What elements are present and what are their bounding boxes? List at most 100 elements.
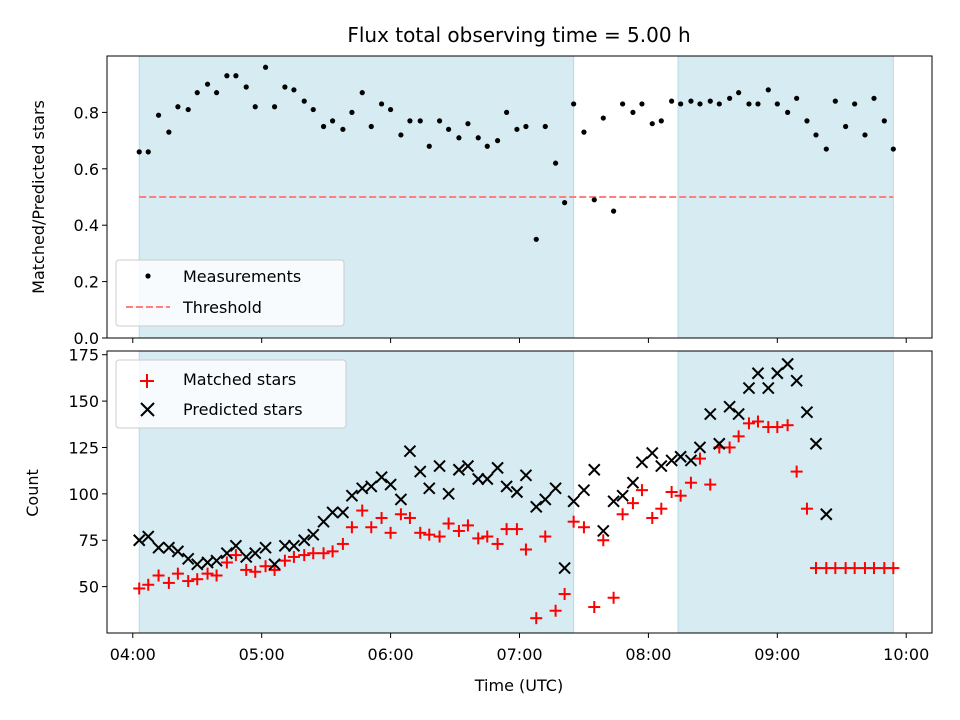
predicted-star-point (732, 407, 745, 421)
predicted-star-point (762, 381, 775, 395)
predicted-star-point (519, 469, 533, 482)
matched-star-point (867, 562, 880, 575)
measurement-point (359, 90, 365, 96)
matched-star-point (249, 565, 262, 578)
matched-star-point (887, 562, 900, 575)
measurement-point (639, 101, 645, 107)
predicted-star-point (549, 482, 562, 495)
predicted-star-point (298, 534, 311, 547)
measurement-point (465, 121, 471, 127)
matched-star-point (742, 417, 755, 430)
ratio-panel: 0.00.20.40.60.8 Matched/Predicted stars … (29, 55, 933, 348)
predicted-star-point (790, 374, 803, 387)
predicted-star-point (635, 456, 649, 469)
measurement-point (329, 118, 336, 124)
predicted-legend-marker (140, 402, 155, 417)
predicted-star-point (384, 478, 397, 491)
measurement-point (387, 106, 394, 113)
measurement-point (291, 87, 297, 93)
predicted-star-point (684, 454, 698, 467)
predicted-star-point (510, 485, 524, 499)
measurement-point (446, 126, 452, 132)
predicted-star-point (423, 482, 436, 495)
predicted-star-point (461, 459, 475, 473)
matched-star-point (229, 549, 242, 562)
matched-star-point (809, 562, 822, 575)
matched-star-point (326, 545, 339, 558)
predicted-star-point (539, 493, 552, 506)
predicted-star-point (472, 472, 485, 486)
matched-star-point (539, 530, 552, 543)
predicted-star-point (403, 444, 417, 458)
measurement-point (736, 90, 742, 96)
measurement-point (804, 118, 810, 124)
predicted-star-point (162, 541, 176, 554)
matched-star-point (848, 562, 861, 575)
y-tick-label: 0.8 (74, 103, 99, 122)
matched-star-point (567, 515, 580, 528)
measurement-point (349, 109, 355, 115)
measurement-point (533, 236, 539, 242)
matched-star-point (646, 511, 659, 524)
predicted-star-point (588, 463, 601, 476)
predicted-star-point (655, 459, 668, 473)
measurement-point (243, 84, 249, 90)
top-x-ticks (132, 338, 907, 343)
measurement-point (204, 81, 211, 87)
matched-star-point (510, 523, 523, 536)
measurement-point (340, 126, 346, 132)
measurement-point (881, 118, 887, 124)
x-tick-label: 08:00 (625, 645, 671, 664)
measurement-point (562, 200, 568, 206)
matched-star-point (674, 489, 687, 502)
measurement-point (320, 123, 327, 130)
bottom-legend: Matched stars Predicted stars (115, 359, 347, 429)
measurement-point (271, 104, 278, 110)
measurement-point (630, 109, 636, 115)
x-tick-label: 09:00 (754, 645, 800, 664)
bottom-y-ticks: 50 75 100 125 150 175 (68, 346, 107, 597)
measurement-point (813, 132, 819, 138)
measurement-point (774, 101, 780, 107)
matched-star-point (461, 519, 474, 532)
matched-star-point (384, 526, 397, 539)
predicted-legend-label: Predicted stars (183, 400, 303, 419)
predicted-star-point (152, 541, 165, 554)
predicted-star-point (665, 454, 678, 467)
matched-star-point (781, 419, 794, 432)
y-tick-label: 0.0 (74, 329, 99, 348)
measurement-point (794, 95, 800, 101)
measurement-point (224, 73, 230, 79)
predicted-star-point (336, 506, 350, 519)
measurement-point (194, 90, 200, 96)
matched-star-point (433, 530, 446, 543)
matched-star-point (616, 508, 629, 521)
matched-star-point (751, 415, 764, 428)
matched-star-point (693, 452, 706, 465)
matched-legend-label: Matched stars (183, 370, 296, 389)
predicted-star-point (567, 495, 580, 508)
predicted-star-point (326, 506, 339, 519)
measurement-point (727, 95, 733, 101)
predicted-star-point (268, 558, 281, 571)
measurements-legend-label: Measurements (183, 267, 301, 286)
measurements-legend-marker (145, 273, 151, 279)
matched-star-point (171, 567, 184, 580)
measurement-point (785, 109, 791, 115)
predicted-star-point (210, 554, 223, 567)
predicted-star-point (771, 367, 784, 380)
predicted-star-point (229, 539, 243, 553)
matched-star-point (491, 537, 504, 550)
y-tick-label: 0.4 (74, 216, 99, 235)
measurement-point (890, 146, 896, 152)
matched-star-point (287, 550, 300, 563)
measurement-point (611, 208, 617, 214)
matched-star-point (790, 465, 803, 478)
predicted-star-point (530, 500, 543, 514)
measurement-point (456, 135, 462, 141)
y-tick-label: 0.2 (74, 273, 99, 292)
measurement-point (669, 98, 675, 104)
bottom-legend-box (115, 359, 347, 429)
predicted-star-point (278, 539, 292, 553)
matched-stars-points (133, 415, 900, 625)
